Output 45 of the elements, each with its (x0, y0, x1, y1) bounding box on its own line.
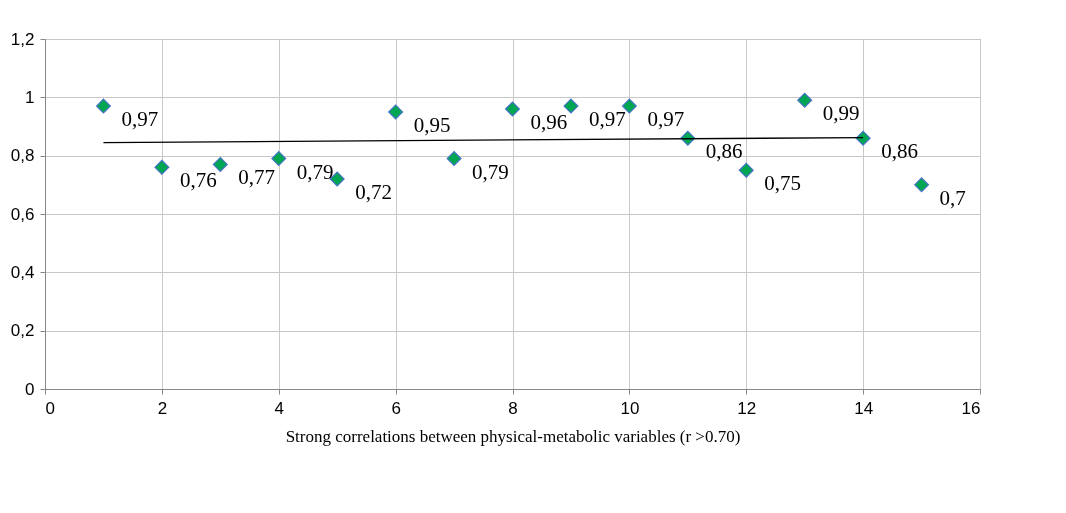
point (914, 177, 930, 193)
x-tick-label: 4 (274, 398, 284, 418)
point (738, 162, 754, 178)
data-label: 0,95 (413, 112, 451, 137)
y-tick-label: 0,4 (10, 262, 35, 282)
point (271, 151, 287, 167)
data-label: 0,97 (647, 107, 685, 132)
data-label: 0,77 (238, 165, 276, 190)
x-tick-label: 10 (620, 398, 640, 418)
y-tick-label: 0,6 (10, 204, 35, 224)
y-tick-label: 1 (25, 87, 35, 107)
x-tick-label: 12 (737, 398, 757, 418)
data-label: 0,79 (472, 159, 509, 184)
x-tick-label: 14 (854, 398, 874, 418)
x-tick-label: 16 (961, 398, 981, 418)
data-label: 0,75 (764, 171, 801, 196)
point (446, 151, 462, 167)
x-tick-label: 2 (157, 398, 168, 418)
y-tick-label: 0 (25, 379, 35, 399)
data-label: 0,7 (939, 185, 966, 210)
point (797, 92, 813, 108)
x-tick-label: 0 (45, 398, 55, 418)
point (505, 101, 520, 117)
data-label: 0,72 (355, 180, 392, 204)
data-label: 0,97 (588, 107, 626, 132)
point (855, 130, 871, 146)
point (621, 98, 637, 114)
data-label: 0,86 (881, 139, 918, 164)
point (95, 98, 111, 114)
data-label: 0,86 (705, 139, 743, 164)
point (563, 98, 579, 114)
data-label: 0,79 (296, 159, 334, 184)
x-axis-title: Strong correlations between physical-metabolic variables (r >0.70) (285, 426, 741, 446)
point (212, 156, 228, 172)
x-tick-label: 6 (391, 398, 401, 418)
data-label: 0,76 (179, 168, 217, 193)
y-tick-label: 0,2 (10, 321, 35, 341)
data-label: 0,99 (822, 101, 860, 126)
point (388, 104, 404, 120)
point (154, 159, 170, 175)
y-tick-label: 1,2 (10, 29, 35, 49)
y-tick-label: 0,8 (10, 146, 35, 166)
data-label: 0,97 (121, 107, 159, 132)
data-label: 0,96 (530, 110, 568, 134)
x-tick-label: 8 (508, 398, 518, 418)
